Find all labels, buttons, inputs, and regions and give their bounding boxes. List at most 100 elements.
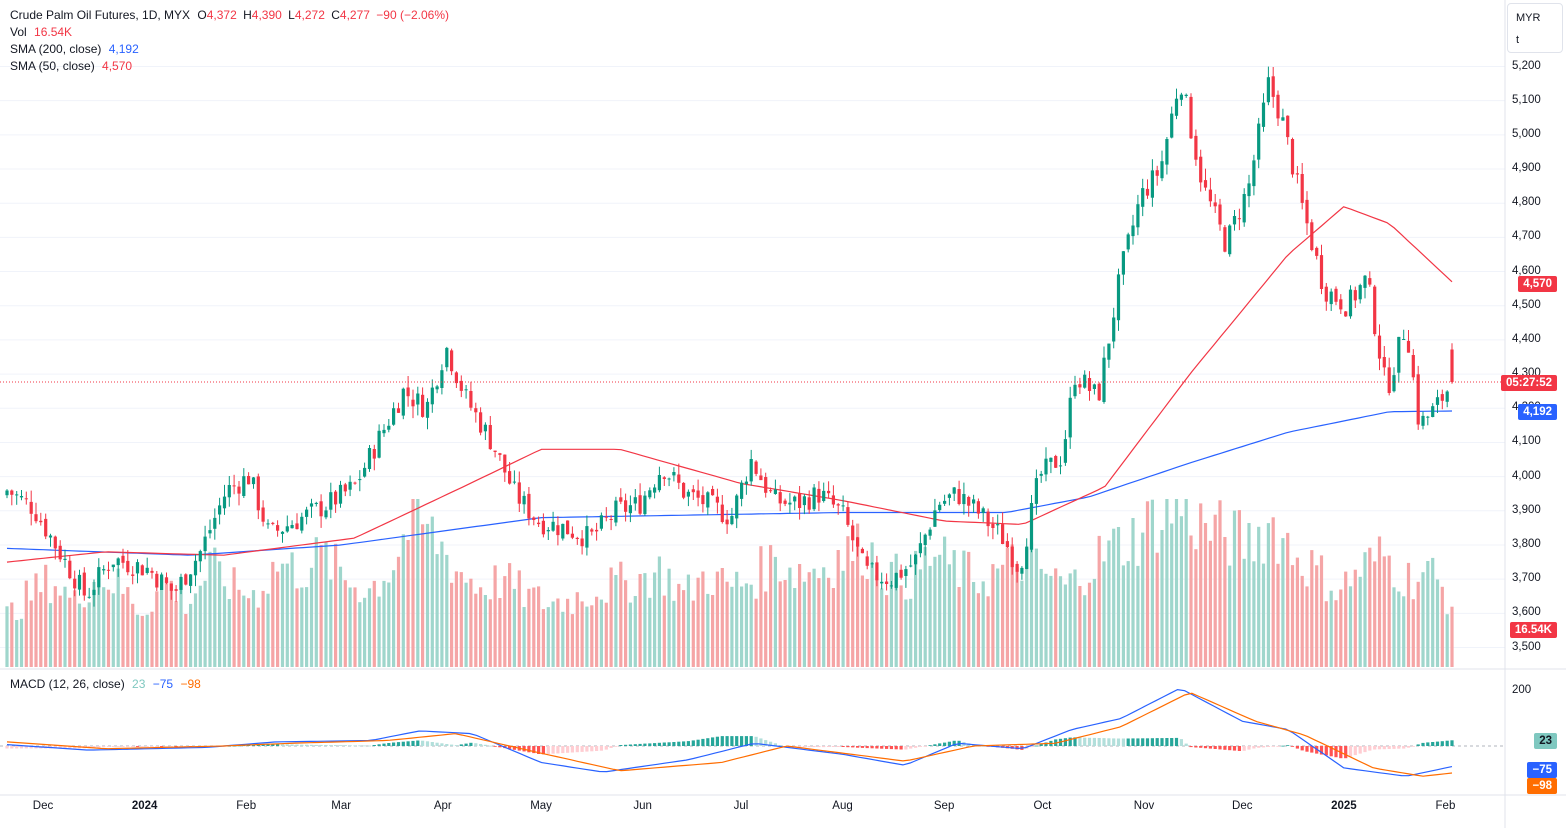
macd-histogram-bar (604, 746, 608, 750)
macd-histogram-bar (24, 746, 28, 749)
candle-body (1160, 161, 1164, 179)
macd-legend[interactable]: MACD (12, 26, close) 23 −75 −98 (10, 676, 201, 692)
volume-bar (827, 577, 831, 667)
candle-body (991, 523, 995, 528)
currency-unit-box[interactable]: MYR t (1507, 3, 1563, 53)
volume-bar (1218, 500, 1222, 667)
volume-bar (1450, 606, 1454, 667)
macd-histogram-bar (1102, 738, 1106, 746)
macd-histogram-bar (691, 740, 695, 746)
macd-histogram-bar (1271, 746, 1275, 747)
volume-bar (387, 582, 391, 667)
volume-bar (1271, 517, 1275, 667)
macd-hist-value: 23 (132, 677, 146, 691)
volume-legend[interactable]: Vol 16.54K (10, 24, 72, 40)
macd-line (6, 688, 1453, 777)
candle-body (1213, 202, 1217, 207)
candle-body (237, 486, 241, 494)
candle-body (657, 475, 661, 491)
candle-body (1223, 227, 1227, 252)
volume-bar (280, 563, 285, 667)
sma200-legend[interactable]: SMA (200, close) 4,192 (10, 41, 139, 57)
volume-bar (479, 587, 483, 667)
macd-histogram-bar (1213, 746, 1217, 749)
volume-bar (1092, 578, 1096, 667)
candle-body (256, 476, 260, 511)
volume-bar (1213, 514, 1217, 667)
candle-body (865, 556, 869, 566)
volume-bar (135, 614, 140, 667)
macd-histogram-bar (440, 743, 444, 746)
volume-bar (474, 593, 478, 667)
candle-body (764, 477, 768, 493)
candle-body (435, 386, 439, 390)
candle-body (1257, 123, 1261, 160)
price-axis-tick: 4,100 (1512, 435, 1541, 448)
macd-histogram-bar (169, 746, 173, 747)
candle-body (1010, 546, 1014, 568)
volume-bar (1431, 557, 1435, 667)
volume-bar (725, 581, 729, 667)
candle-body (15, 494, 19, 496)
macd-histogram-bar (720, 736, 724, 746)
candle-body (498, 453, 502, 455)
candle-body (29, 501, 33, 514)
candle-body (189, 574, 193, 586)
volume-tag: 16.54K (1509, 622, 1557, 638)
macd-histogram-bar (445, 744, 449, 746)
volume-bar (527, 588, 531, 667)
candle-body (1015, 563, 1019, 572)
macd-histogram-bar (1150, 738, 1154, 746)
macd-histogram-bar (15, 746, 19, 749)
macd-histogram-bar (686, 741, 690, 746)
macd-histogram-bar (145, 746, 149, 747)
price-candles (5, 66, 1454, 607)
candle-body (1435, 397, 1440, 405)
macd-histogram-bar (1092, 737, 1096, 746)
macd-histogram-bar (1034, 745, 1038, 747)
macd-histogram-bar (546, 746, 550, 754)
candle-body (938, 504, 942, 511)
volume-bar (276, 571, 280, 667)
sma50-legend[interactable]: SMA (50, close) 4,570 (10, 58, 132, 74)
candle-body (624, 500, 628, 512)
candle-body (1102, 357, 1106, 402)
volume-bar (928, 565, 932, 667)
candle-body (1450, 349, 1454, 382)
volume-bar (498, 598, 502, 667)
macd-histogram-bar (353, 745, 357, 747)
candle-body (367, 448, 372, 469)
volume-bar (97, 571, 101, 667)
macd-histogram-bar (633, 744, 637, 746)
volume-bar (754, 598, 758, 667)
candle-body (585, 526, 589, 548)
volume-bar (193, 593, 198, 667)
countdown-tag: 05:27:52 (1500, 375, 1557, 391)
volume-bar (923, 547, 927, 667)
macd-histogram-bar (382, 743, 386, 746)
macd-histogram-bar (1406, 746, 1411, 748)
candle-body (58, 545, 62, 560)
candle-body (309, 503, 314, 507)
volume-bar (783, 580, 787, 667)
candle-body (184, 574, 188, 585)
macd-histogram-bar (5, 746, 9, 749)
volume-bar (348, 587, 352, 667)
volume-bar (764, 591, 768, 667)
candle-body (773, 489, 777, 494)
signal-tag: −98 (1527, 778, 1557, 794)
macd-histogram-bar (1421, 742, 1425, 746)
volume-bar (247, 598, 251, 667)
macd-histogram-bar (1068, 737, 1072, 746)
macd-histogram-bar (140, 746, 144, 747)
volume-bar (1208, 540, 1212, 667)
macd-histogram-bar (657, 742, 661, 746)
macd-histogram-bar (121, 746, 125, 747)
macd-histogram-bar (619, 745, 623, 746)
volume-bar (363, 597, 367, 667)
candle-body (493, 450, 497, 452)
volume-bar (561, 611, 565, 667)
volume-bar (575, 592, 579, 667)
close-value: 4,277 (339, 8, 370, 22)
